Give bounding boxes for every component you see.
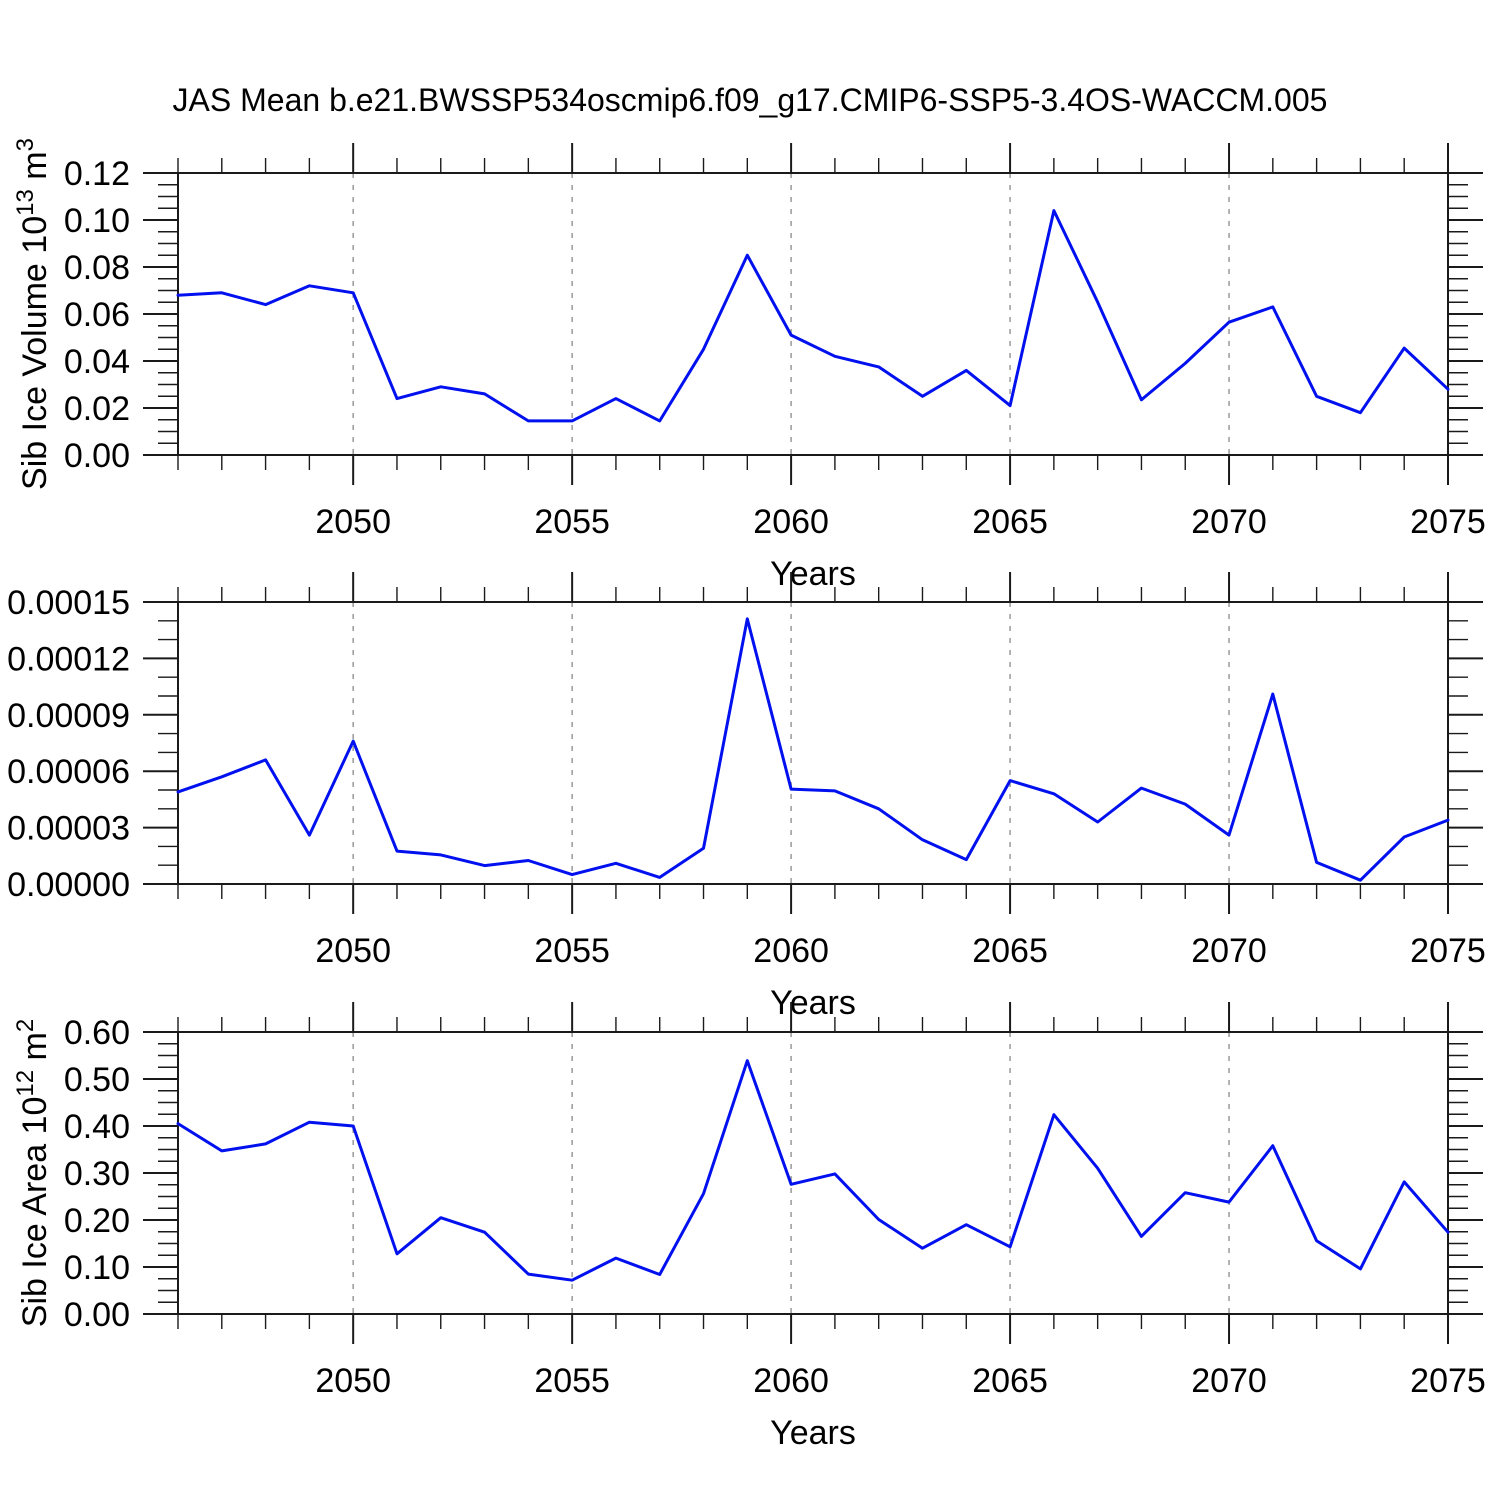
x-tick-label-2050: 2050 — [315, 1362, 391, 1400]
y-tick-label: 0.00003 — [7, 810, 130, 848]
y-tick-label: 0.06 — [64, 296, 130, 334]
x-tick-label-2060: 2060 — [753, 503, 829, 541]
x-tick-label-2075: 2075 — [1410, 503, 1486, 541]
x-tick-label-2065: 2065 — [972, 932, 1048, 970]
x-tick-label-2060: 2060 — [753, 932, 829, 970]
chart-sib-ice-volume: 2050 2055 2060 2065 2070 2075 0.00 0.02 0.04 0.06… — [12, 138, 1486, 593]
x-tick-label-2055: 2055 — [534, 503, 610, 541]
y-tick-label: 0.00009 — [7, 697, 130, 735]
y-tick-label: 0.10 — [64, 1249, 130, 1287]
y-tick-label: 0.00 — [64, 437, 130, 475]
figure-title: JAS Mean b.e21.BWSSP534oscmip6.f09_g17.C… — [172, 82, 1328, 118]
chart-sib-ice-area: 2050 2055 2060 2065 2070 2075 0.00 0.10 0.20 0.30… — [12, 1002, 1486, 1452]
x-axis-title: Years — [770, 555, 856, 593]
y-tick-label: 0.12 — [64, 155, 130, 193]
y-tick-label: 0.20 — [64, 1202, 130, 1240]
y-tick-label: 0.00 — [64, 1296, 130, 1334]
y-tick-label: 0.04 — [64, 343, 130, 381]
y-tick-label: 0.00000 — [7, 866, 130, 904]
x-tick-label-2050: 2050 — [315, 932, 391, 970]
y-tick-label: 0.60 — [64, 1014, 130, 1052]
x-tick-label-2065: 2065 — [972, 1362, 1048, 1400]
x-tick-label-2070: 2070 — [1191, 503, 1267, 541]
y-tick-label: 0.10 — [64, 202, 130, 240]
y-axis-title: Sib Ice Area 1012 m2 — [12, 1019, 54, 1327]
sib-ice-area-line — [176, 1059, 1450, 1282]
y-tick-label: 0.08 — [64, 249, 130, 287]
x-tick-label-2055: 2055 — [534, 932, 610, 970]
y-tick-label: 0.30 — [64, 1155, 130, 1193]
x-tick-label-2070: 2070 — [1191, 1362, 1267, 1400]
x-axis-title: Years — [770, 984, 856, 1022]
sib-ice-volume-line — [176, 209, 1450, 423]
x-tick-label-2060: 2060 — [753, 1362, 829, 1400]
y-tick-label: 0.00006 — [7, 753, 130, 791]
sib-ice-middle-series-line — [176, 617, 1450, 882]
x-tick-label-2050: 2050 — [315, 503, 391, 541]
x-axis-title: Years — [770, 1414, 856, 1452]
x-tick-label-2070: 2070 — [1191, 932, 1267, 970]
y-tick-label: 0.00012 — [7, 640, 130, 678]
x-tick-label-2075: 2075 — [1410, 1362, 1486, 1400]
y-tick-label: 0.40 — [64, 1108, 130, 1146]
y-axis-title: Sib Ice Volume 1013 m3 — [12, 138, 54, 490]
plot-frame — [177, 172, 1449, 456]
x-tick-label-2075: 2075 — [1410, 932, 1486, 970]
y-tick-label: 0.00015 — [7, 584, 130, 622]
plot-frame — [177, 601, 1449, 885]
chart-sib-ice-middle-series: 2050 2055 2060 2065 2070 2075 0.00000 0.00003 0.… — [7, 572, 1486, 1022]
x-tick-label-2055: 2055 — [534, 1362, 610, 1400]
x-tick-label-2065: 2065 — [972, 503, 1048, 541]
y-tick-label: 0.02 — [64, 390, 130, 428]
y-tick-label: 0.50 — [64, 1061, 130, 1099]
